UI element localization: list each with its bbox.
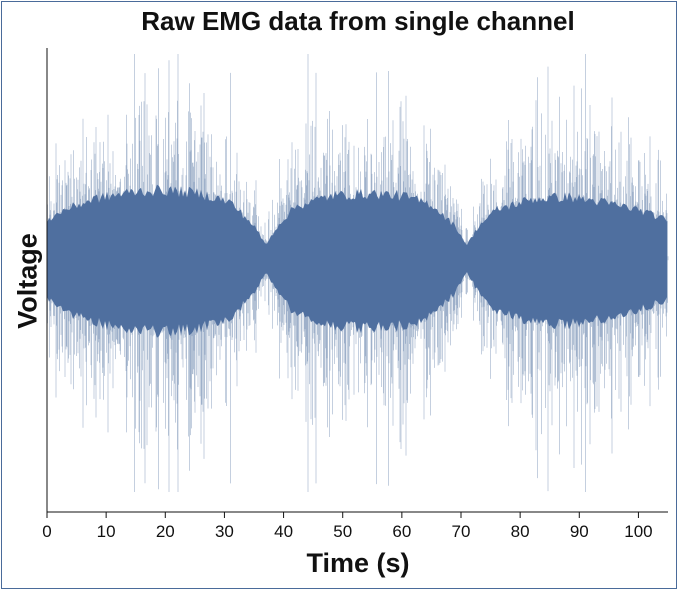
x-tick-label: 0	[42, 522, 51, 541]
x-ticks: 0 10 20 30 40 50 60 70 80 90 100	[42, 512, 653, 541]
x-tick-label: 50	[333, 522, 352, 541]
emg-signal-series	[46, 54, 669, 492]
x-tick-label: 70	[452, 522, 471, 541]
chart-title: Raw EMG data from single channel	[141, 6, 575, 36]
x-tick-label: 100	[624, 522, 652, 541]
x-tick-label: 20	[156, 522, 175, 541]
x-axis-label: Time (s)	[306, 548, 410, 578]
x-tick-label: 60	[392, 522, 411, 541]
emg-signal-body	[47, 184, 667, 338]
x-tick-label: 90	[570, 522, 589, 541]
x-tick-label: 80	[511, 522, 530, 541]
x-tick-label: 40	[274, 522, 293, 541]
x-tick-label: 10	[97, 522, 116, 541]
x-tick-label: 30	[215, 522, 234, 541]
